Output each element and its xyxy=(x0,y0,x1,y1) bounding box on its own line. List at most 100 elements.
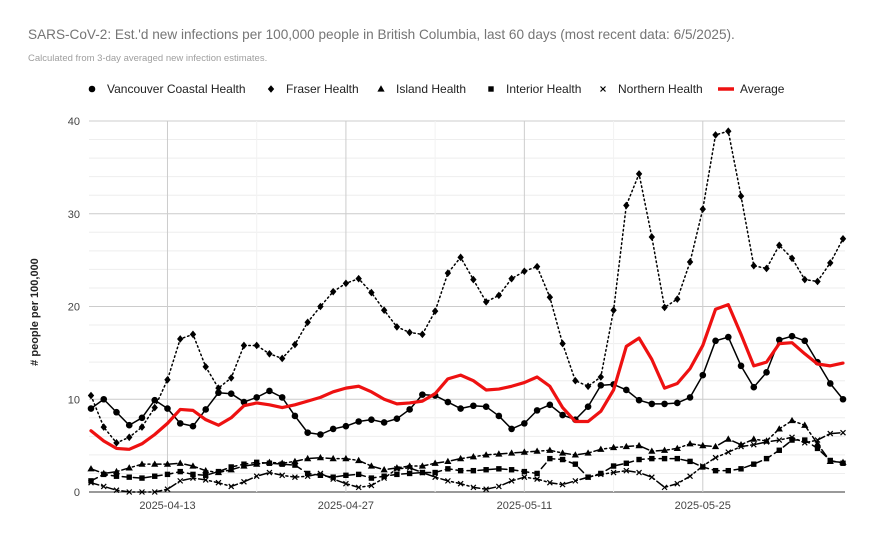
data-point xyxy=(88,479,94,486)
data-point xyxy=(253,394,260,401)
data-point xyxy=(355,418,362,425)
data-point xyxy=(152,473,158,479)
data-point xyxy=(419,391,426,398)
data-point xyxy=(546,446,554,453)
data-point-stroke xyxy=(699,463,706,469)
data-point xyxy=(738,466,744,472)
data-point xyxy=(189,462,197,469)
data-point xyxy=(776,437,783,443)
data-point xyxy=(699,441,707,449)
data-point-stroke xyxy=(559,481,566,488)
data-point xyxy=(202,406,210,413)
y-tick-label: 40 xyxy=(68,116,80,128)
legend: Vancouver Coastal Health Fraser Health Isl… xyxy=(88,82,785,96)
data-point xyxy=(508,274,515,283)
data-point xyxy=(584,449,592,456)
series-line xyxy=(90,431,844,493)
data-point xyxy=(648,400,656,408)
data-point xyxy=(827,457,833,464)
data-point xyxy=(788,254,796,263)
data-point xyxy=(674,455,681,462)
data-point xyxy=(610,469,617,476)
data-point xyxy=(406,464,413,471)
data-point xyxy=(623,460,630,466)
data-point xyxy=(113,439,120,447)
data-point xyxy=(330,476,337,482)
data-point-stroke xyxy=(393,465,400,472)
data-point xyxy=(712,337,719,345)
data-point xyxy=(521,420,528,427)
data-point-stroke xyxy=(750,441,757,448)
data-point-stroke xyxy=(636,469,642,476)
data-point xyxy=(457,480,464,487)
data-point-stroke xyxy=(241,478,247,485)
data-point-stroke xyxy=(600,86,606,92)
data-point xyxy=(725,127,732,136)
legend-swatch xyxy=(88,85,96,93)
data-point xyxy=(381,473,387,479)
data-point-stroke xyxy=(215,479,222,486)
data-point xyxy=(776,241,783,250)
data-point xyxy=(495,483,502,490)
data-point xyxy=(343,472,349,479)
data-point xyxy=(431,307,439,315)
data-point-stroke xyxy=(368,482,375,489)
data-point xyxy=(559,339,566,348)
data-point xyxy=(737,192,745,200)
data-point xyxy=(661,400,668,408)
data-point xyxy=(635,170,643,178)
data-point-stroke xyxy=(190,475,196,482)
data-point xyxy=(711,442,720,450)
data-point xyxy=(763,455,770,462)
data-point xyxy=(368,288,375,297)
data-point xyxy=(839,234,847,243)
data-point xyxy=(788,416,796,424)
legend-item: Average xyxy=(718,82,785,96)
data-point xyxy=(457,467,464,474)
data-point xyxy=(674,399,681,407)
data-point xyxy=(623,386,630,394)
data-point xyxy=(470,402,477,410)
data-point xyxy=(547,455,553,462)
data-point xyxy=(190,471,196,478)
data-point xyxy=(406,462,414,469)
data-point xyxy=(840,429,846,436)
data-point xyxy=(164,486,171,493)
data-point xyxy=(763,369,770,376)
data-point xyxy=(227,390,235,397)
data-point-stroke xyxy=(776,437,783,443)
data-point xyxy=(827,430,834,437)
data-point-stroke xyxy=(725,449,732,456)
data-point xyxy=(177,335,184,343)
data-point xyxy=(597,373,605,381)
data-point xyxy=(559,456,566,463)
data-point xyxy=(419,330,426,339)
data-point xyxy=(623,201,630,210)
data-point-stroke xyxy=(317,470,324,477)
data-point xyxy=(534,470,540,477)
data-point xyxy=(686,258,694,266)
data-point xyxy=(151,489,158,495)
data-point xyxy=(724,435,732,442)
data-point xyxy=(203,472,209,479)
plot-area xyxy=(87,127,847,495)
data-point xyxy=(304,318,311,327)
data-point xyxy=(113,487,120,494)
data-point-stroke xyxy=(355,484,362,491)
y-axis-ticks: 0 10 20 30 40 xyxy=(68,116,80,499)
data-point xyxy=(623,467,630,474)
data-point xyxy=(113,408,120,416)
data-point xyxy=(138,423,146,431)
data-point xyxy=(355,471,362,478)
data-point xyxy=(125,421,133,429)
data-point xyxy=(661,455,668,462)
data-point xyxy=(584,382,592,391)
data-point xyxy=(125,464,133,471)
data-point xyxy=(648,474,655,481)
legend-swatch xyxy=(267,85,275,93)
series-line xyxy=(90,130,844,444)
data-point xyxy=(508,449,516,456)
data-point xyxy=(317,472,324,479)
data-point xyxy=(368,482,375,489)
data-point xyxy=(241,478,247,485)
